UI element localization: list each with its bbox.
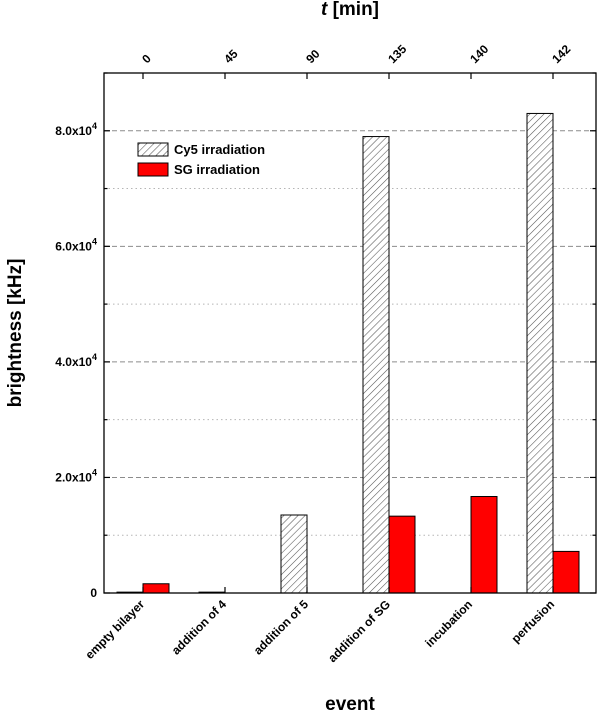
gridlines bbox=[104, 130, 596, 536]
bar-cy5-3 bbox=[362, 136, 390, 594]
top-tick-label: 90 bbox=[303, 47, 323, 67]
legend-swatch-cy5 bbox=[137, 142, 169, 157]
plot-frame bbox=[103, 72, 597, 594]
y-tick-label: 8.0x104 bbox=[55, 121, 97, 138]
bar-sg-5 bbox=[552, 550, 580, 594]
x-axis-title: event bbox=[325, 694, 375, 711]
x-category-label: addition of SG bbox=[325, 597, 393, 665]
bar-cy5-5 bbox=[526, 112, 554, 594]
y-axis-title: brightness [kHz] bbox=[5, 259, 26, 408]
x-category-label: perfusion bbox=[509, 597, 558, 646]
axis-ticks bbox=[104, 72, 596, 594]
top-tick-label: 142 bbox=[549, 42, 573, 66]
top-tick-label: 140 bbox=[467, 42, 491, 66]
y-tick-label: 0 bbox=[90, 586, 97, 600]
x-category-label: empty bilayer bbox=[83, 597, 148, 662]
bar-sg-4 bbox=[470, 496, 498, 594]
x-category-label: addition of 4 bbox=[169, 597, 230, 658]
bar-cy5-2 bbox=[280, 514, 308, 594]
legend-label-sg: SG irradiation bbox=[174, 162, 260, 177]
bars bbox=[116, 112, 580, 594]
x-category-label: incubation bbox=[422, 597, 475, 650]
top-tick-label: 135 bbox=[385, 42, 409, 66]
y-tick-label: 6.0x104 bbox=[55, 236, 97, 253]
y-tick-label: 2.0x104 bbox=[55, 467, 97, 484]
legend-swatch-sg bbox=[137, 162, 169, 177]
bar-sg-0 bbox=[142, 583, 170, 594]
top-axis-title: t [min] bbox=[321, 0, 379, 20]
y-tick-label: 4.0x104 bbox=[55, 352, 97, 369]
top-tick-label: 0 bbox=[139, 51, 154, 66]
bar-sg-3 bbox=[388, 515, 416, 594]
legend-label-cy5: Cy5 irradiation bbox=[174, 142, 265, 157]
x-category-label: addition of 5 bbox=[251, 597, 312, 658]
legend: Cy5 irradiation SG irradiation bbox=[137, 142, 265, 177]
top-tick-label: 45 bbox=[221, 47, 241, 67]
